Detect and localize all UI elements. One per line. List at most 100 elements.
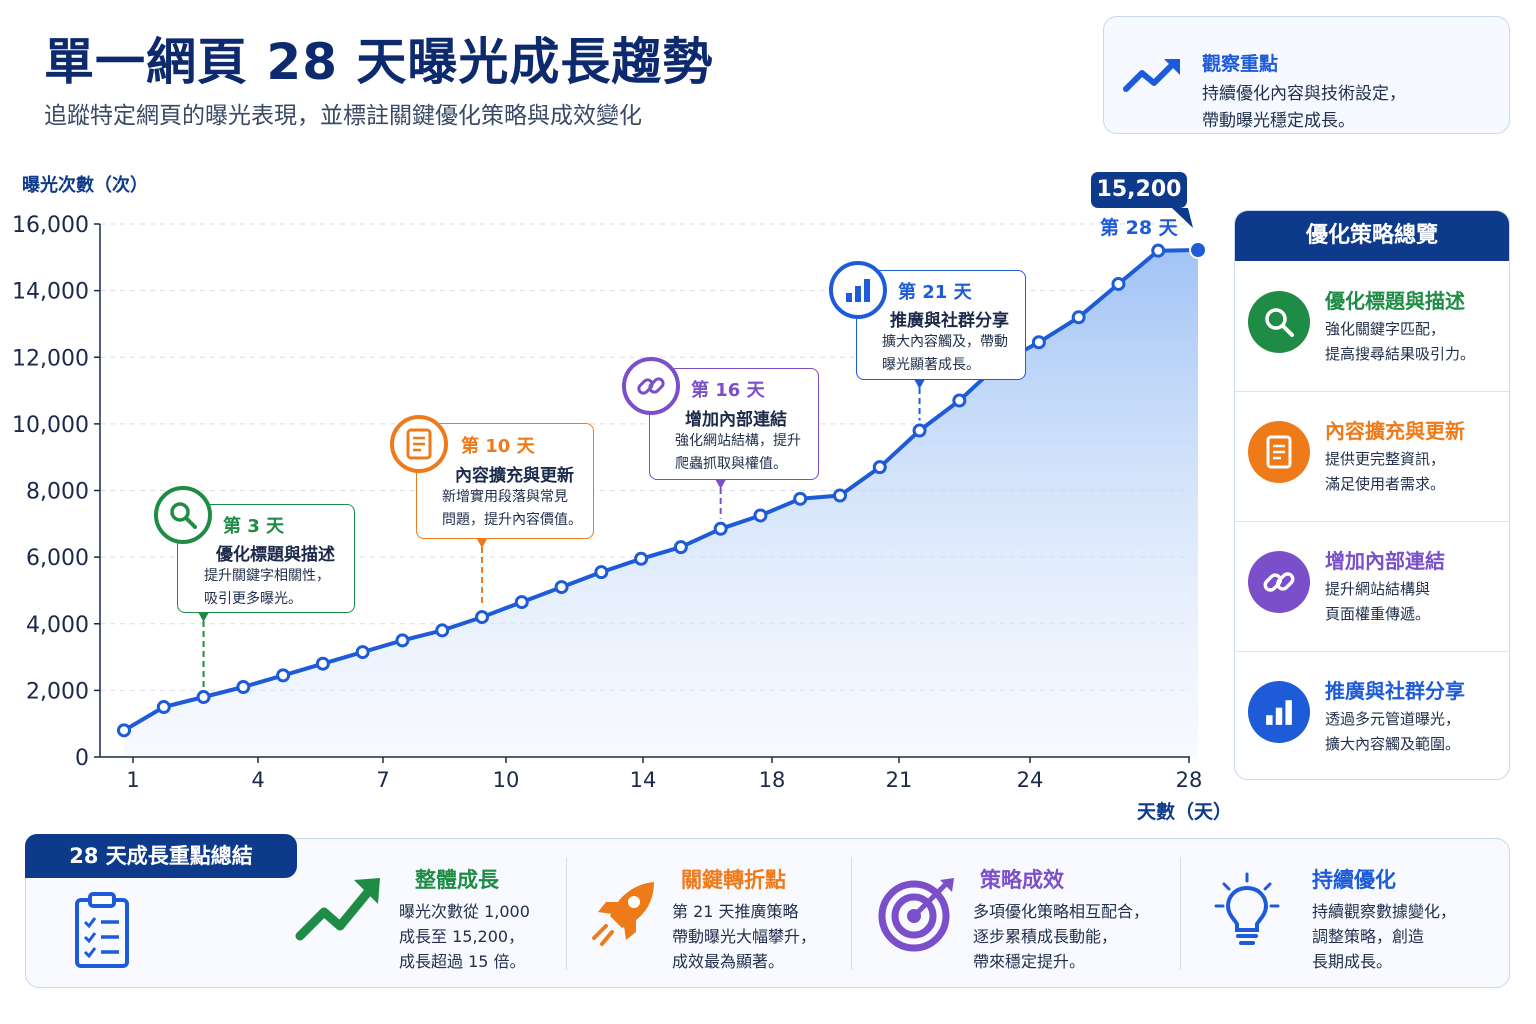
- y-tick-label: 4,000: [26, 613, 89, 638]
- x-tick-label: 24: [1017, 768, 1044, 792]
- strategy-desc-line: 提高搜尋結果吸引力。: [1325, 345, 1476, 363]
- y-tick-label: 2,000: [26, 679, 89, 704]
- summary-desc-line: 帶動曝光大幅攀升，: [672, 927, 817, 946]
- annotation-title: 優化標題與描述: [216, 545, 335, 565]
- clipboard-icon: [74, 892, 130, 974]
- summary-item-title: 整體成長: [415, 868, 499, 892]
- summary-item-title: 關鍵轉折點: [681, 868, 786, 892]
- summary-heading: 28 天成長重點總結: [25, 834, 297, 878]
- annotation-title: 增加內部連結: [685, 410, 787, 430]
- annotation-arrow: [715, 480, 726, 489]
- annotation-arrow: [914, 380, 925, 389]
- strategy-title: 優化標題與描述: [1325, 289, 1465, 313]
- strategy-desc-line: 透過多元管道曝光，: [1325, 710, 1461, 728]
- summary-desc-line: 曝光次數從 1,000: [399, 902, 530, 921]
- data-point: [713, 521, 728, 536]
- x-axis-title: 天數（天）: [1137, 800, 1232, 823]
- summary-desc-line: 持續觀察數據變化，: [1312, 902, 1457, 921]
- summary-desc-line: 第 21 天推廣策略: [672, 902, 799, 921]
- rocket-icon: [588, 876, 662, 954]
- peak-day-label: 第 28 天: [1100, 217, 1178, 239]
- data-point: [1071, 310, 1086, 325]
- data-point: [673, 540, 688, 555]
- data-point: [912, 423, 927, 438]
- x-tick-label: 28: [1176, 768, 1203, 792]
- divider: [1235, 521, 1509, 522]
- link-icon: [622, 357, 680, 415]
- data-point: [514, 595, 529, 610]
- bar-chart-icon: [1248, 681, 1310, 743]
- strategy-desc-line: 提供更完整資訊，: [1325, 450, 1446, 468]
- annotation-desc: 新增實用段落與常見 問題，提升內容價值。: [442, 486, 582, 532]
- y-tick-label: 8,000: [26, 480, 89, 505]
- peak-pointer: [1172, 208, 1193, 228]
- search-icon: [1248, 291, 1310, 353]
- trend-up-icon: [294, 874, 382, 946]
- y-tick-label: 12,000: [12, 346, 89, 371]
- strategy-item-social: 推廣與社群分享 透過多元管道曝光， 擴大內容觸及範圍。: [1235, 651, 1509, 779]
- annotation-desc-line: 擴大內容觸及，帶動: [882, 334, 1008, 350]
- strategy-desc-line: 強化關鍵字匹配，: [1325, 320, 1446, 338]
- x-tick-label: 21: [886, 768, 913, 792]
- summary-item-desc: 第 21 天推廣策略 帶動曝光大幅攀升， 成效最為顯著。: [672, 899, 816, 974]
- y-tick-label: 14,000: [12, 280, 89, 305]
- strategy-title: 內容擴充與更新: [1325, 419, 1465, 443]
- summary-desc-line: 成長超過 15 倍。: [399, 952, 526, 971]
- x-tick-label: 7: [376, 768, 389, 792]
- annotation-day-3: 第 3 天 優化標題與描述 提升關鍵字相關性， 吸引更多曝光。: [177, 504, 355, 613]
- y-tick-label: 0: [75, 746, 89, 771]
- strategy-desc: 透過多元管道曝光， 擴大內容觸及範圍。: [1325, 707, 1460, 757]
- summary-desc-line: 帶來穩定提升。: [973, 952, 1086, 971]
- strategy-desc: 提升網站結構與 頁面權重傳遞。: [1325, 577, 1430, 627]
- y-tick-label: 6,000: [26, 546, 89, 571]
- annotation-desc: 提升關鍵字相關性， 吸引更多曝光。: [204, 565, 330, 611]
- summary-desc-line: 逐步累積成長動能，: [973, 927, 1118, 946]
- data-point: [872, 460, 887, 475]
- y-axis-title: 曝光次數（次）: [22, 174, 148, 196]
- y-tick-label: 16,000: [12, 213, 89, 238]
- strategy-title: 增加內部連結: [1325, 549, 1445, 573]
- divider: [566, 858, 567, 970]
- data-point: [276, 668, 291, 683]
- search-icon: [154, 486, 212, 544]
- data-point: [793, 491, 808, 506]
- annotation-desc-line: 強化網站結構，提升: [675, 433, 801, 449]
- data-point: [435, 623, 450, 638]
- strategy-desc-line: 滿足使用者需求。: [1325, 475, 1446, 493]
- annotation-desc-line: 提升關鍵字相關性，: [204, 568, 330, 584]
- annotation-desc: 擴大內容觸及，帶動 曝光顯著成長。: [882, 331, 1008, 377]
- annotation-title: 推廣與社群分享: [890, 311, 1009, 331]
- strategy-item-links: 增加內部連結 提升網站結構與 頁面權重傳遞。: [1235, 521, 1509, 651]
- page-subtitle: 追蹤特定網頁的曝光表現，並標註關鍵優化策略與成效變化: [44, 103, 642, 129]
- observation-card: 觀察重點 持續優化內容與技術設定， 帶動曝光穩定成長。: [1103, 16, 1510, 134]
- data-point: [315, 656, 330, 671]
- observation-title: 觀察重點: [1202, 53, 1279, 75]
- trend-up-icon: [1122, 55, 1184, 99]
- summary-item-title: 持續優化: [1312, 868, 1396, 892]
- annotation-desc-line: 新增實用段落與常見: [442, 489, 568, 505]
- data-point: [753, 508, 768, 523]
- strategy-title: 推廣與社群分享: [1325, 679, 1465, 703]
- y-tick-label: 10,000: [12, 413, 89, 438]
- x-tick-label: 4: [251, 768, 264, 792]
- data-point: [594, 565, 609, 580]
- lightbulb-icon: [1214, 872, 1280, 954]
- x-tick-label: 1: [126, 768, 139, 792]
- peak-point: [1189, 241, 1207, 259]
- annotation-arrow: [477, 539, 487, 548]
- annotation-day-label: 第 10 天: [461, 436, 535, 457]
- data-point: [475, 610, 489, 625]
- strategy-item-titles: 優化標題與描述 強化關鍵字匹配， 提高搜尋結果吸引力。: [1235, 261, 1509, 391]
- strategy-desc: 強化關鍵字匹配， 提高搜尋結果吸引力。: [1325, 317, 1475, 367]
- annotation-desc-line: 爬蟲抓取與權值。: [675, 456, 787, 472]
- annotation-day-label: 第 16 天: [691, 380, 765, 401]
- target-icon: [878, 874, 958, 958]
- summary-desc-line: 多項優化策略相互配合，: [973, 902, 1150, 921]
- data-point: [395, 633, 410, 648]
- divider: [1235, 391, 1509, 392]
- strategy-desc-line: 頁面權重傳遞。: [1325, 605, 1431, 623]
- strategy-panel-heading: 優化策略總覽: [1235, 211, 1509, 261]
- summary-desc-line: 長期成長。: [1312, 952, 1393, 971]
- annotation-desc-line: 吸引更多曝光。: [204, 591, 302, 607]
